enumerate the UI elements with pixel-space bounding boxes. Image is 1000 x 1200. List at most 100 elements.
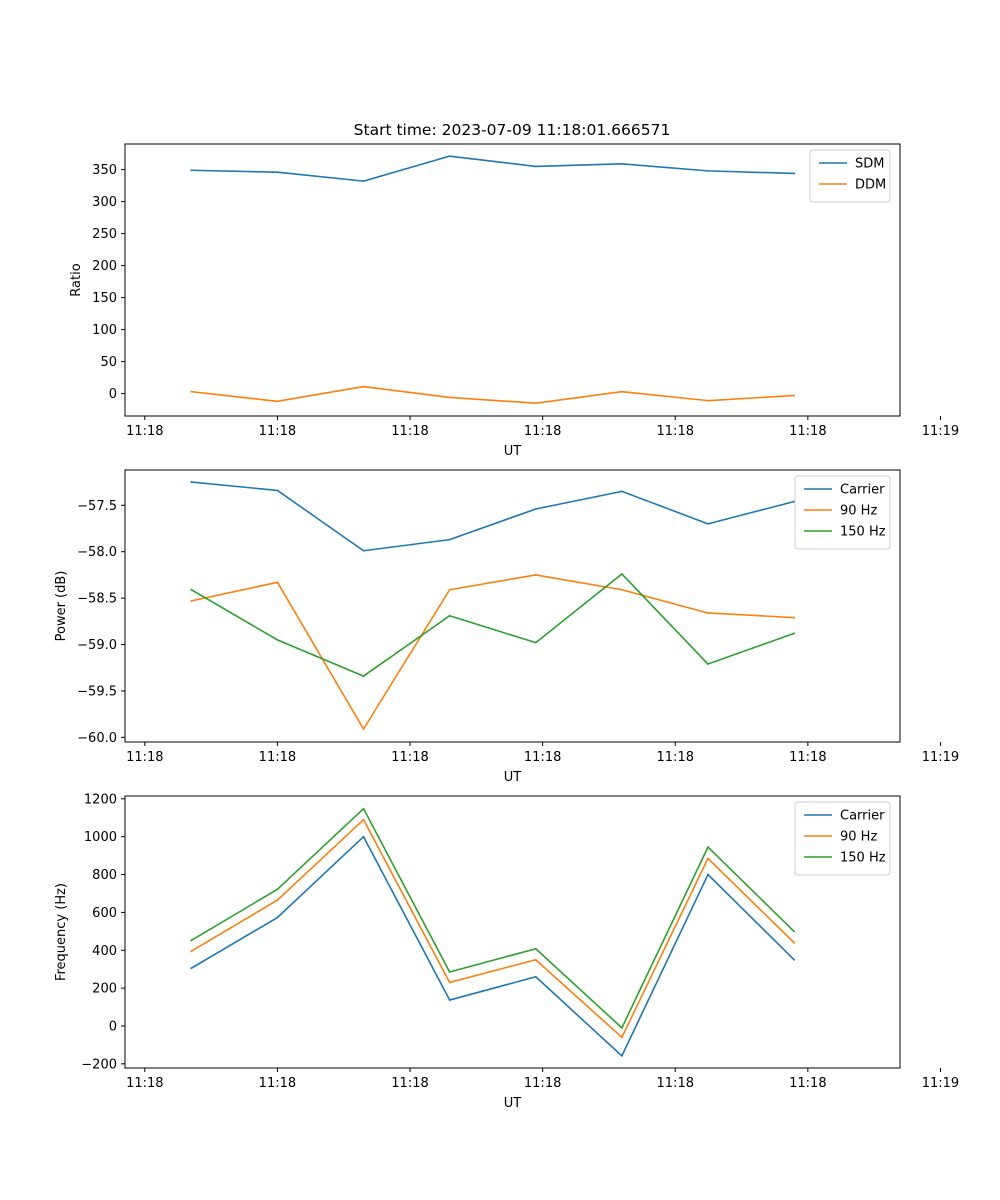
data-point: [276, 581, 279, 584]
data-point: [190, 939, 193, 942]
data-point: [534, 641, 537, 644]
data-point: [276, 489, 279, 492]
legend-label: 150 Hz: [840, 851, 886, 866]
data-point: [276, 916, 279, 919]
y-tick-label: 0: [109, 1019, 117, 1034]
x-tick-label: 11:18: [657, 1076, 694, 1091]
data-point: [707, 846, 709, 849]
data-point: [276, 899, 279, 902]
data-point: [534, 947, 537, 950]
data-point: [362, 835, 365, 838]
legend-label: SDM: [855, 157, 884, 172]
data-point: [534, 975, 537, 978]
y-tick-label: 800: [92, 868, 117, 883]
legend: Carrier 90 Hz 150 Hz: [794, 801, 891, 876]
data-point: [448, 155, 451, 158]
x-axis-label: UT: [504, 444, 522, 459]
data-point: [276, 400, 279, 403]
data-point: [190, 599, 193, 602]
data-point: [534, 574, 537, 576]
data-point: [793, 941, 795, 944]
data-point: [620, 573, 623, 575]
y-tick-label: −59.0: [77, 638, 117, 653]
data-point: [362, 807, 365, 810]
y-tick-label: 1200: [84, 792, 117, 807]
data-point: [707, 522, 709, 525]
y-axis-label: Frequency (Hz): [54, 883, 69, 981]
data-point: [534, 508, 537, 510]
series-line-90-hz: [190, 818, 796, 1039]
data-point: [793, 172, 795, 175]
x-tick-label: 11:18: [391, 750, 428, 765]
y-tick-label: 300: [92, 195, 117, 210]
data-point: [276, 638, 279, 641]
data-point: [448, 999, 451, 1001]
data-point: [534, 402, 537, 405]
x-tick-label: 11:18: [657, 750, 694, 765]
series-line-150-hz: [190, 807, 796, 1029]
plot-frame: [124, 469, 901, 743]
x-tick-label: 11:18: [657, 424, 694, 439]
data-point: [793, 958, 795, 961]
data-point: [793, 930, 795, 933]
series-line-carrier: [190, 481, 796, 552]
data-point: [793, 616, 795, 619]
data-point: [707, 399, 709, 402]
data-point: [276, 171, 279, 174]
x-tick-label: 11:18: [126, 750, 163, 765]
data-point: [620, 162, 623, 165]
figure-title: Start time: 2023-07-09 11:18:01.666571: [354, 121, 671, 139]
y-tick-label: 200: [92, 982, 117, 997]
y-tick-label: 150: [92, 291, 117, 306]
legend-label: Carrier: [840, 809, 885, 824]
data-point: [620, 1036, 623, 1039]
y-tick-label: 600: [92, 906, 117, 921]
plot-frame: [124, 795, 901, 1069]
frequency-panel: 11:18 11:18 11:18 11:18 11:18 11:18 11:19 −200 0…: [54, 792, 959, 1111]
data-point: [448, 396, 451, 399]
data-point: [448, 971, 451, 973]
x-tick-label: 11:19: [922, 750, 959, 765]
x-tick-label: 11:18: [789, 1076, 826, 1091]
data-point: [362, 385, 365, 388]
data-point: [448, 588, 451, 591]
data-point: [448, 614, 451, 617]
data-point: [362, 675, 365, 677]
data-point: [707, 873, 709, 876]
y-tick-label: 400: [92, 944, 117, 959]
data-point: [276, 888, 279, 891]
x-tick-label: 11:18: [524, 750, 561, 765]
y-axis-label: Power (dB): [54, 571, 69, 642]
x-tick-label: 11:18: [259, 1076, 296, 1091]
y-tick-label: −59.5: [77, 684, 117, 699]
x-tick-label: 11:18: [789, 750, 826, 765]
y-tick-label: −58.5: [77, 592, 117, 607]
data-point: [793, 394, 795, 397]
data-point: [190, 169, 193, 172]
series-line-90-hz: [190, 574, 795, 730]
data-point: [534, 165, 537, 168]
x-axis-label: UT: [504, 1096, 522, 1111]
y-tick-label: 1000: [84, 830, 117, 845]
series-line-sdm: [190, 155, 795, 182]
x-tick-label: 11:19: [922, 424, 959, 439]
data-point: [362, 728, 365, 730]
data-point: [190, 950, 193, 953]
y-tick-label: 50: [100, 355, 117, 370]
data-point: [707, 857, 709, 860]
x-tick-label: 11:18: [391, 1076, 428, 1091]
data-point: [707, 663, 709, 665]
x-tick-label: 11:18: [524, 1076, 561, 1091]
data-point: [190, 967, 193, 970]
legend-label: DDM: [855, 178, 886, 193]
data-point: [362, 180, 365, 183]
data-point: [190, 481, 193, 483]
data-point: [362, 549, 365, 552]
ratio-panel: 11:18 11:18 11:18 11:18 11:18 11:18 11:19 0 50 10…: [69, 143, 959, 459]
data-point: [534, 958, 537, 961]
data-point: [620, 490, 623, 493]
power-panel: 11:18 11:18 11:18 11:18 11:18 11:18 11:19 −60.0…: [54, 469, 959, 785]
data-point: [793, 632, 795, 635]
series-line-150-hz: [190, 573, 796, 677]
